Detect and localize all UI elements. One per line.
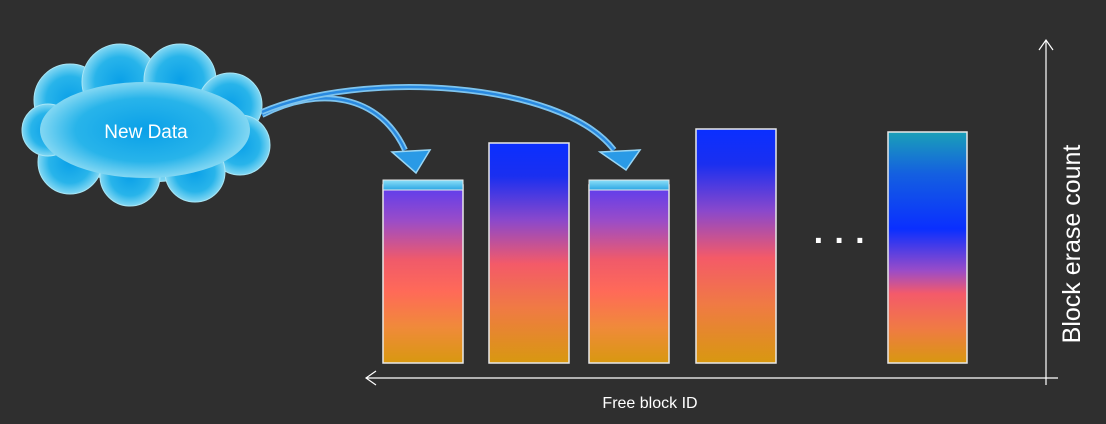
block-n [887, 131, 968, 364]
ellipsis: · · · [814, 222, 867, 260]
x-axis-arrowhead [364, 370, 377, 386]
y-axis-label: Block erase count [1058, 145, 1086, 344]
block-2 [488, 142, 570, 364]
block-3 [588, 179, 670, 364]
arrowhead-block-1 [390, 149, 432, 175]
arrow-to-block-3-inner [261, 85, 615, 151]
y-axis-arrowhead [1038, 38, 1054, 51]
cloud-label: New Data [104, 122, 188, 143]
block-4 [695, 128, 777, 364]
axes [364, 38, 1058, 386]
write-arrows [260, 84, 642, 175]
arrowhead-block-3 [597, 149, 642, 172]
x-axis-label: Free block ID [602, 395, 697, 412]
block-1 [382, 179, 464, 364]
block-1-new-data-cap [382, 179, 464, 191]
new-data-cloud: New Data [21, 43, 271, 207]
block-3-new-data-cap [588, 179, 670, 191]
